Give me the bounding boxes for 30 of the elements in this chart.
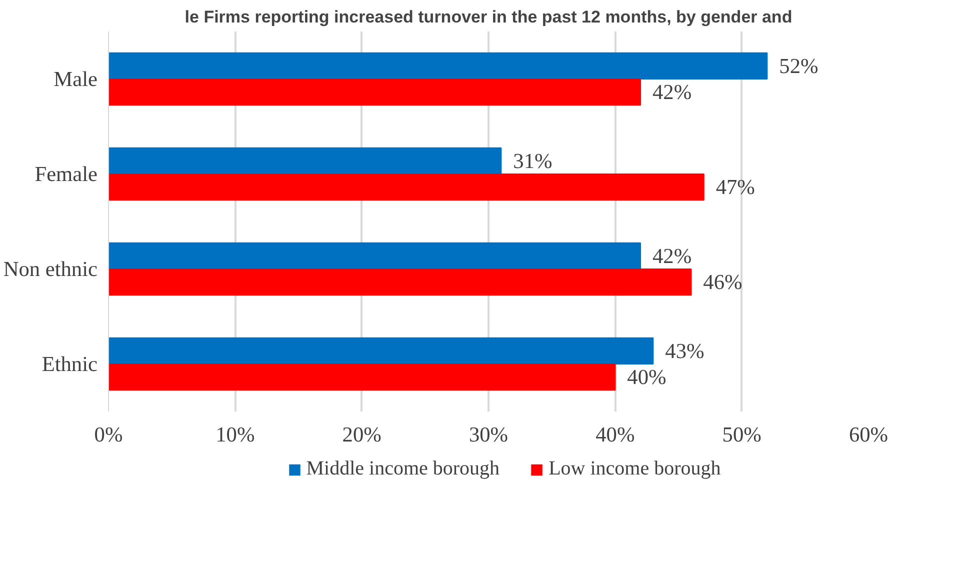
- chart-title: le Firms reporting increased turnover in the past 12 months, by gender and: [184, 8, 792, 26]
- legend-label: Low income borough: [548, 458, 721, 480]
- x-tick-label: 10%: [216, 422, 255, 446]
- data-label: 46%: [703, 270, 742, 294]
- x-tick-label: 40%: [596, 422, 635, 446]
- bar: [108, 242, 641, 270]
- x-tick-label: 50%: [722, 422, 762, 446]
- bar: [108, 364, 616, 391]
- x-tick-label: 30%: [468, 422, 508, 446]
- data-label: 43%: [665, 338, 704, 363]
- bar: [108, 174, 704, 201]
- bar: [108, 78, 641, 106]
- y-tick-label: Male: [54, 67, 98, 91]
- y-tick-label: Female: [34, 162, 98, 186]
- bar: [108, 147, 502, 174]
- data-label: 42%: [652, 80, 692, 104]
- data-label: 40%: [627, 365, 666, 390]
- x-tick-label: 20%: [342, 422, 382, 446]
- x-tick-label: 0%: [94, 422, 123, 446]
- bar: [108, 337, 654, 364]
- bar: [108, 52, 768, 80]
- x-tick-label: 60%: [848, 422, 888, 446]
- data-label: 52%: [779, 54, 818, 78]
- data-label: 42%: [652, 244, 692, 268]
- data-label: 47%: [716, 175, 756, 200]
- legend-label: Middle income borough: [306, 458, 500, 480]
- data-label: 31%: [513, 148, 552, 173]
- y-tick-label: Non ethnic: [3, 257, 98, 281]
- y-tick-label: Ethnic: [42, 352, 98, 376]
- bar: [108, 268, 692, 296]
